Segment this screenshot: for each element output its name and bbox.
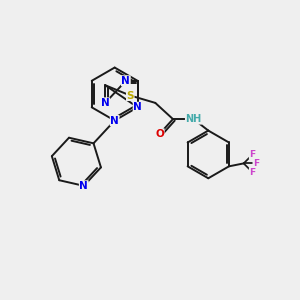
Text: F: F xyxy=(253,159,259,168)
Text: N: N xyxy=(133,102,142,112)
Text: NH: NH xyxy=(185,114,202,124)
Text: F: F xyxy=(249,168,256,177)
Text: N: N xyxy=(80,181,88,191)
Text: N: N xyxy=(110,116,119,126)
Text: N: N xyxy=(101,98,110,108)
Text: N: N xyxy=(122,76,130,86)
Text: S: S xyxy=(127,91,134,100)
Text: O: O xyxy=(155,129,164,139)
Text: F: F xyxy=(249,150,256,159)
